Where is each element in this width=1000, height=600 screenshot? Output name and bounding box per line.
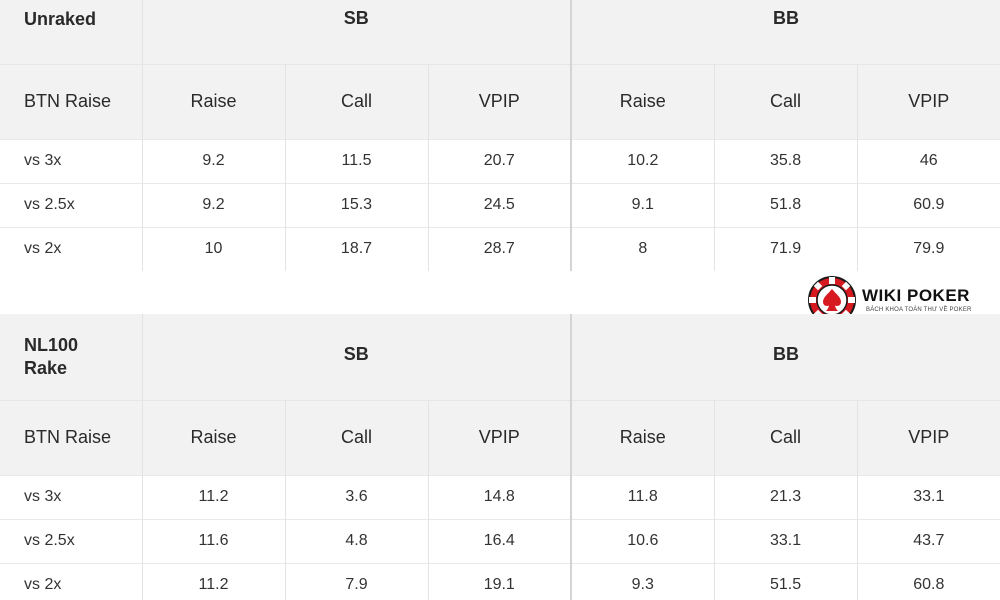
table-corner-label: Unraked (0, 0, 142, 64)
table-cell: 8 (570, 226, 715, 271)
table-cell: 51.8 (713, 182, 858, 227)
table-cell: 16.4 (427, 518, 572, 563)
table-corner-label: NL100 Rake (0, 314, 142, 400)
table-cell: 33.1 (713, 518, 858, 563)
column-header: VPIP (427, 399, 572, 475)
row-label: vs 2.5x (0, 182, 142, 227)
table-cell: 11.2 (141, 562, 285, 600)
table-cell: 11.6 (141, 518, 285, 563)
column-header: Call (713, 399, 858, 475)
group-header-bb: BB (570, 314, 1000, 400)
column-header-row: BTN Raise Raise Call VPIP Raise Call VPI… (0, 399, 1000, 475)
row-header-label: BTN Raise (0, 63, 142, 139)
table-cell: 9.1 (570, 182, 715, 227)
column-header: Call (713, 63, 858, 139)
column-header: Raise (141, 63, 285, 139)
corner-label-line: NL100 (24, 335, 79, 355)
table-cell: 11.2 (141, 474, 285, 519)
group-header-row: Unraked SB BB (0, 0, 1000, 64)
column-header: VPIP (427, 63, 572, 139)
table-cell: 15.3 (284, 182, 428, 227)
table-cell: 79.9 (856, 226, 1000, 271)
table-cell: 46 (856, 138, 1000, 183)
table-cell: 28.7 (427, 226, 572, 271)
row-label: vs 2x (0, 226, 142, 271)
group-header-sb: SB (141, 0, 572, 64)
table-cell: 3.6 (284, 474, 428, 519)
table-cell: 10.2 (570, 138, 715, 183)
table-cell: 10.6 (570, 518, 715, 563)
table-cell: 60.9 (856, 182, 1000, 227)
table-row: vs 2x 11.2 7.9 19.1 9.3 51.5 60.8 (0, 562, 1000, 600)
unraked-table: Unraked SB BB BTN Raise Raise Call VPIP … (0, 0, 1000, 271)
table-cell: 43.7 (856, 518, 1000, 563)
table-cell: 71.9 (713, 226, 858, 271)
column-header: Raise (570, 399, 715, 475)
table-cell: 51.5 (713, 562, 858, 600)
column-header: Call (284, 63, 428, 139)
table-cell: 4.8 (284, 518, 428, 563)
group-header-bb: BB (570, 0, 1000, 64)
row-header-label: BTN Raise (0, 399, 142, 475)
table-cell: 35.8 (713, 138, 858, 183)
table-row: vs 2.5x 9.2 15.3 24.5 9.1 51.8 60.9 (0, 182, 1000, 227)
table-cell: 18.7 (284, 226, 428, 271)
table-row: vs 3x 11.2 3.6 14.8 11.8 21.3 33.1 (0, 474, 1000, 519)
table-cell: 11.5 (284, 138, 428, 183)
column-header: Raise (141, 399, 285, 475)
table-cell: 7.9 (284, 562, 428, 600)
table-cell: 11.8 (570, 474, 715, 519)
table-cell: 20.7 (427, 138, 572, 183)
group-header-row: NL100 Rake SB BB (0, 314, 1000, 400)
row-label: vs 3x (0, 474, 142, 519)
column-header: VPIP (856, 399, 1000, 475)
table-cell: 33.1 (856, 474, 1000, 519)
table-cell: 14.8 (427, 474, 572, 519)
table-row: vs 2.5x 11.6 4.8 16.4 10.6 33.1 43.7 (0, 518, 1000, 563)
column-header: VPIP (856, 63, 1000, 139)
row-label: vs 3x (0, 138, 142, 183)
table-row: vs 2x 10 18.7 28.7 8 71.9 79.9 (0, 226, 1000, 271)
table-cell: 9.2 (141, 182, 285, 227)
table-cell: 21.3 (713, 474, 858, 519)
logo-name: WIKI POKER (862, 286, 970, 305)
logo-tagline: BÁCH KHOA TOÀN THƯ VỀ POKER (866, 307, 972, 313)
row-label: vs 2.5x (0, 518, 142, 563)
table-cell: 9.3 (570, 562, 715, 600)
table-cell: 24.5 (427, 182, 572, 227)
column-header: Call (284, 399, 428, 475)
table-cell: 9.2 (141, 138, 285, 183)
column-header-row: BTN Raise Raise Call VPIP Raise Call VPI… (0, 63, 1000, 139)
table-cell: 60.8 (856, 562, 1000, 600)
table-cell: 10 (141, 226, 285, 271)
nl100-rake-table: NL100 Rake SB BB BTN Raise Raise Call VP… (0, 314, 1000, 600)
table-cell: 19.1 (427, 562, 572, 600)
group-header-sb: SB (141, 314, 572, 400)
table-row: vs 3x 9.2 11.5 20.7 10.2 35.8 46 (0, 138, 1000, 183)
corner-label-line: Rake (24, 358, 68, 378)
row-label: vs 2x (0, 562, 142, 600)
column-header: Raise (570, 63, 715, 139)
